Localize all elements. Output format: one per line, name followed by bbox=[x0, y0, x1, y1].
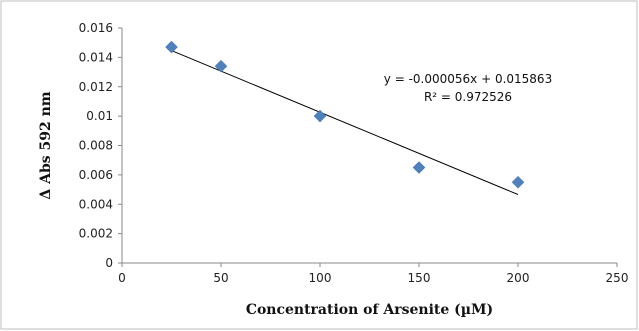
trendline bbox=[171, 50, 519, 195]
trendline-r-squared: R² = 0.972526 bbox=[424, 90, 512, 104]
data-point bbox=[214, 59, 228, 73]
y-tick-label: 0.004 bbox=[79, 197, 113, 211]
data-points bbox=[165, 40, 525, 189]
x-tick-label: 100 bbox=[309, 271, 332, 285]
y-tick-label: 0.01 bbox=[86, 109, 113, 123]
x-tick-label: 200 bbox=[507, 271, 530, 285]
data-point bbox=[511, 175, 525, 189]
y-tick-label: 0.012 bbox=[79, 80, 113, 94]
x-tick-label: 250 bbox=[606, 271, 629, 285]
x-axis-ticks: 0 50 100 150 200 250 bbox=[118, 263, 628, 285]
y-axis-ticks: 0 0.002 0.004 0.006 0.008 0.01 0.012 0.014 0.016 bbox=[79, 21, 122, 270]
y-axis-title: Δ Abs 592 nm bbox=[38, 91, 54, 199]
data-point bbox=[165, 40, 178, 54]
x-axis-title: Concentration of Arsenite (µM) bbox=[246, 302, 493, 318]
y-tick-label: 0.008 bbox=[79, 139, 113, 153]
data-point bbox=[412, 161, 426, 174]
x-tick-label: 150 bbox=[408, 271, 431, 285]
y-tick-label: 0.014 bbox=[79, 50, 113, 64]
y-tick-label: 0.006 bbox=[79, 168, 113, 182]
x-tick-label: 50 bbox=[213, 271, 228, 285]
y-tick-label: 0.002 bbox=[79, 227, 113, 241]
y-tick-label: 0.016 bbox=[79, 21, 113, 35]
data-point bbox=[313, 109, 327, 123]
x-tick-label: 0 bbox=[118, 271, 126, 285]
y-tick-label: 0 bbox=[105, 256, 113, 270]
trendline-equation: y = -0.000056x + 0.015863 bbox=[384, 72, 552, 86]
